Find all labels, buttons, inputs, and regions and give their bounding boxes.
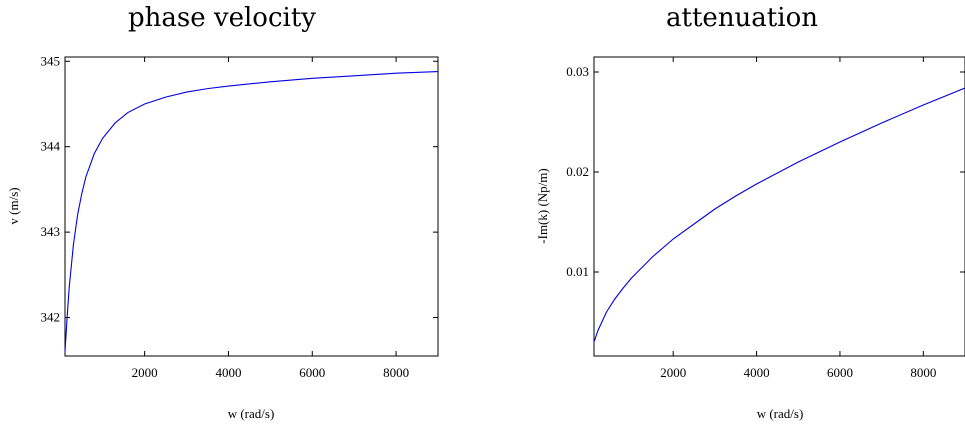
x-axis-ticks: 2000 4000 6000 8000 [660, 57, 936, 380]
y-axis-label: v (m/s) [6, 187, 21, 224]
y-tick-label: 0.01 [566, 264, 589, 279]
y-tick-label: 342 [41, 310, 61, 325]
x-tick-label: 6000 [827, 365, 853, 380]
x-tick-label: 2000 [660, 365, 686, 380]
y-axis-label: -Im(k) (Np/m) [535, 168, 550, 243]
phase-velocity-panel: phase velocity 2000 4000 6000 8000 34234334… [6, 3, 439, 421]
y-tick-label: 345 [41, 53, 61, 68]
x-tick-label: 8000 [383, 365, 409, 380]
plot-frame-phase-velocity [64, 56, 439, 357]
attenuation-panel: attenuation 2000 4000 6000 8000 0.010.020.0… [535, 3, 965, 421]
phase-velocity-line [64, 70, 439, 352]
x-tick-label: 2000 [132, 365, 158, 380]
y-tick-label: 344 [41, 139, 61, 154]
x-tick-label: 6000 [299, 365, 325, 380]
chart-title-phase-velocity: phase velocity [128, 3, 316, 33]
attenuation-line [593, 87, 965, 343]
x-axis-label: w (rad/s) [228, 406, 275, 421]
y-tick-label: 0.02 [566, 164, 589, 179]
y-tick-label: 343 [41, 224, 61, 239]
plot-frame-attenuation [593, 56, 965, 357]
chart-title-attenuation: attenuation [666, 3, 818, 33]
x-axis-ticks: 2000 4000 6000 8000 [132, 57, 409, 380]
x-tick-label: 8000 [910, 365, 936, 380]
x-tick-label: 4000 [744, 365, 770, 380]
y-axis-ticks: 342 343 344 345 [41, 53, 438, 325]
x-tick-label: 4000 [215, 365, 241, 380]
y-axis-ticks: 0.01 0.02 0.03 [566, 64, 965, 279]
x-axis-label: w (rad/s) [757, 406, 804, 421]
y-tick-label: 0.03 [566, 64, 589, 79]
